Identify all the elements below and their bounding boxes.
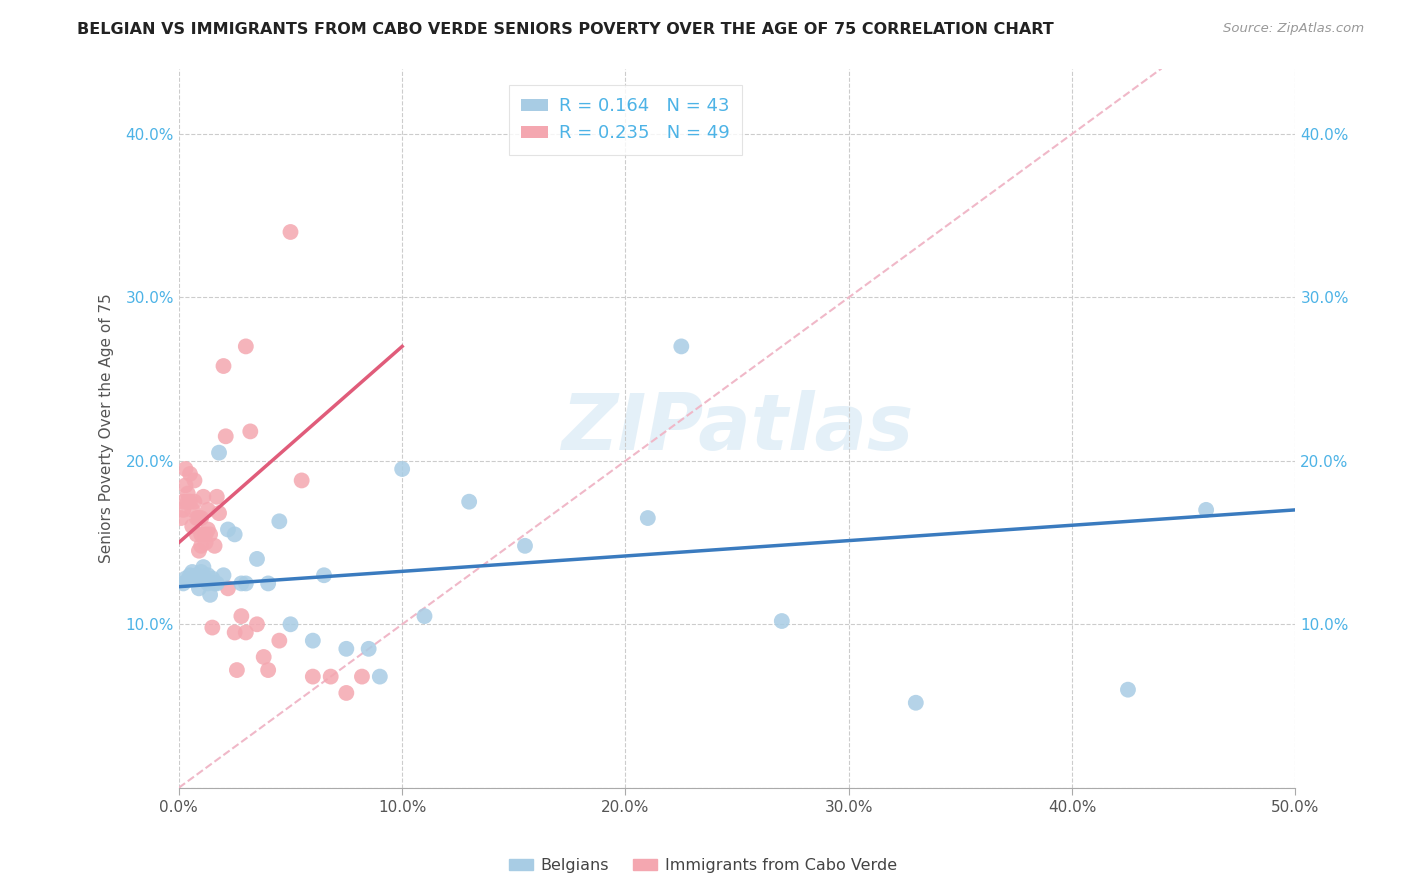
Point bbox=[301, 633, 323, 648]
Legend: R = 0.164   N = 43, R = 0.235   N = 49: R = 0.164 N = 43, R = 0.235 N = 49 bbox=[509, 85, 742, 155]
Point bbox=[1195, 503, 1218, 517]
Point bbox=[368, 670, 391, 684]
Point bbox=[190, 565, 212, 579]
Point bbox=[201, 572, 224, 586]
Point bbox=[239, 425, 262, 439]
Point bbox=[319, 670, 342, 684]
Point bbox=[671, 339, 693, 353]
Point bbox=[301, 670, 323, 684]
Point bbox=[231, 609, 253, 624]
Point bbox=[246, 552, 269, 566]
Point bbox=[231, 576, 253, 591]
Point bbox=[193, 490, 215, 504]
Text: Source: ZipAtlas.com: Source: ZipAtlas.com bbox=[1223, 22, 1364, 36]
Point bbox=[177, 573, 200, 587]
Point bbox=[187, 511, 209, 525]
Point bbox=[179, 494, 201, 508]
Point bbox=[197, 576, 219, 591]
Point bbox=[174, 478, 197, 492]
Point bbox=[174, 462, 197, 476]
Point bbox=[190, 572, 212, 586]
Point bbox=[183, 572, 205, 586]
Point bbox=[637, 511, 659, 525]
Point bbox=[770, 614, 793, 628]
Point bbox=[197, 503, 219, 517]
Point bbox=[235, 576, 257, 591]
Point bbox=[183, 494, 205, 508]
Point bbox=[312, 568, 335, 582]
Point bbox=[253, 650, 276, 665]
Point bbox=[177, 494, 200, 508]
Point bbox=[197, 568, 219, 582]
Point bbox=[212, 359, 235, 373]
Point bbox=[1116, 682, 1139, 697]
Point bbox=[205, 490, 228, 504]
Point bbox=[201, 621, 224, 635]
Point bbox=[291, 474, 314, 488]
Point bbox=[187, 582, 209, 596]
Point bbox=[204, 576, 226, 591]
Point bbox=[280, 225, 302, 239]
Point bbox=[181, 503, 204, 517]
Point bbox=[205, 576, 228, 591]
Point bbox=[257, 663, 280, 677]
Point bbox=[217, 523, 239, 537]
Point bbox=[186, 527, 208, 541]
Point bbox=[246, 617, 269, 632]
Point bbox=[225, 663, 247, 677]
Point bbox=[172, 503, 194, 517]
Point bbox=[172, 494, 194, 508]
Point bbox=[194, 535, 217, 549]
Point bbox=[513, 539, 536, 553]
Point bbox=[215, 429, 238, 443]
Point bbox=[172, 576, 194, 591]
Text: ZIPatlas: ZIPatlas bbox=[561, 390, 914, 467]
Point bbox=[179, 467, 201, 481]
Point bbox=[170, 511, 193, 525]
Legend: Belgians, Immigrants from Cabo Verde: Belgians, Immigrants from Cabo Verde bbox=[502, 852, 904, 880]
Point bbox=[190, 527, 212, 541]
Point bbox=[235, 625, 257, 640]
Point bbox=[197, 523, 219, 537]
Point bbox=[190, 511, 212, 525]
Point bbox=[413, 609, 436, 624]
Point bbox=[198, 588, 221, 602]
Point bbox=[212, 568, 235, 582]
Point bbox=[186, 511, 208, 525]
Point bbox=[269, 633, 291, 648]
Point bbox=[269, 514, 291, 528]
Y-axis label: Seniors Poverty Over the Age of 75: Seniors Poverty Over the Age of 75 bbox=[100, 293, 114, 563]
Point bbox=[208, 506, 231, 520]
Point bbox=[350, 670, 373, 684]
Point bbox=[904, 696, 927, 710]
Point bbox=[186, 568, 208, 582]
Point bbox=[190, 539, 212, 553]
Point bbox=[194, 573, 217, 587]
Point bbox=[208, 445, 231, 459]
Point bbox=[193, 560, 215, 574]
Point bbox=[335, 641, 357, 656]
Point bbox=[194, 527, 217, 541]
Text: BELGIAN VS IMMIGRANTS FROM CABO VERDE SENIORS POVERTY OVER THE AGE OF 75 CORRELA: BELGIAN VS IMMIGRANTS FROM CABO VERDE SE… bbox=[77, 22, 1054, 37]
Point bbox=[224, 527, 246, 541]
Point bbox=[198, 527, 221, 541]
Point bbox=[235, 339, 257, 353]
Point bbox=[181, 519, 204, 533]
Point bbox=[280, 617, 302, 632]
Point bbox=[177, 486, 200, 500]
Point bbox=[187, 543, 209, 558]
Point bbox=[335, 686, 357, 700]
Point bbox=[357, 641, 380, 656]
Point bbox=[217, 582, 239, 596]
Point bbox=[183, 474, 205, 488]
Point bbox=[391, 462, 413, 476]
Point bbox=[257, 576, 280, 591]
Point bbox=[204, 539, 226, 553]
Point bbox=[174, 572, 197, 586]
Point bbox=[181, 565, 204, 579]
Point bbox=[179, 568, 201, 582]
Point bbox=[458, 494, 481, 508]
Point bbox=[224, 625, 246, 640]
